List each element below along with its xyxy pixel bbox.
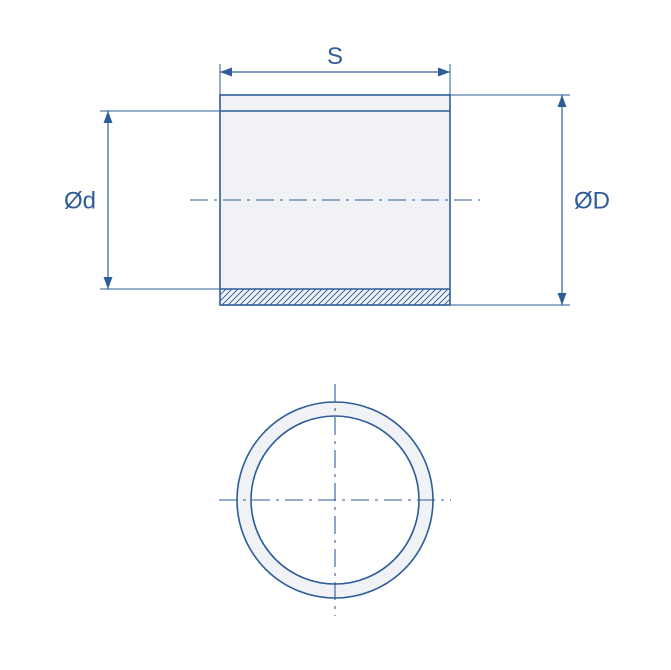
dimension-arrowhead [220,68,232,77]
dim-D-label: ØD [574,187,610,214]
dimension-arrowhead [104,277,113,289]
dimension-arrowhead [438,68,450,77]
dim-s-label: S [327,43,343,70]
dimension-arrowhead [104,111,113,123]
dimension-arrowhead [558,95,567,107]
dim-d-label: Ød [64,187,96,214]
dimension-arrowhead [558,293,567,305]
